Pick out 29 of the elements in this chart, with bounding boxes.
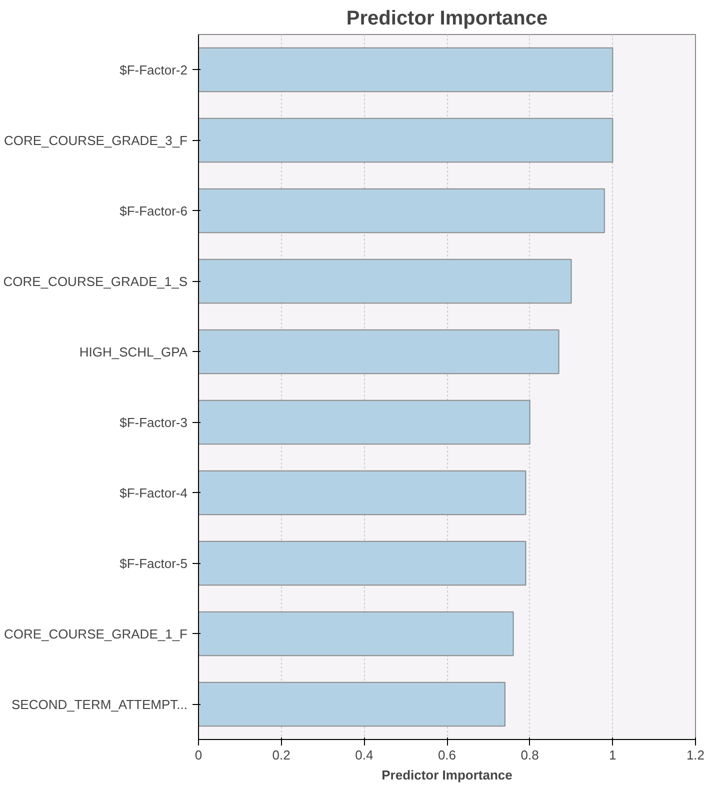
y-tick-label: $F-Factor-4 bbox=[120, 485, 188, 500]
y-tick-label: $F-Factor-3 bbox=[120, 414, 188, 430]
x-tick-label: 1.2 bbox=[686, 748, 705, 762]
bar bbox=[198, 470, 526, 516]
bar bbox=[198, 118, 614, 163]
x-tick-label: 0.2 bbox=[272, 748, 290, 762]
y-tick-label: HIGH_SCHL_GPA bbox=[79, 344, 188, 360]
x-axis-title: Predictor Importance bbox=[382, 768, 512, 782]
y-tick-label: SECOND_TERM_ATTEMPT... bbox=[12, 696, 188, 712]
y-tick-label: CORE_COURSE_GRADE_1_F bbox=[4, 626, 188, 642]
bar bbox=[198, 258, 572, 304]
bar bbox=[198, 47, 614, 92]
x-tick-label: 0.8 bbox=[520, 748, 539, 762]
x-tick-label: 1 bbox=[609, 748, 616, 762]
bar bbox=[198, 611, 514, 656]
bar bbox=[198, 188, 605, 234]
bar bbox=[198, 682, 506, 727]
bar bbox=[198, 329, 560, 374]
chart-title: Predictor Importance bbox=[346, 8, 548, 30]
bar bbox=[198, 540, 526, 586]
y-tick-label: $F-Factor-6 bbox=[120, 203, 188, 218]
y-tick-label: CORE_COURSE_GRADE_3_F bbox=[4, 132, 188, 148]
y-tick-label: $F-Factor-2 bbox=[120, 62, 188, 78]
y-tick-label: CORE_COURSE_GRADE_1_S bbox=[3, 274, 188, 289]
x-tick-label: 0 bbox=[194, 748, 202, 762]
x-tick-label: 0.6 bbox=[438, 748, 456, 762]
x-tick-label: 0.4 bbox=[355, 748, 374, 762]
y-tick-label: $F-Factor-5 bbox=[120, 556, 188, 571]
bar bbox=[198, 400, 530, 445]
